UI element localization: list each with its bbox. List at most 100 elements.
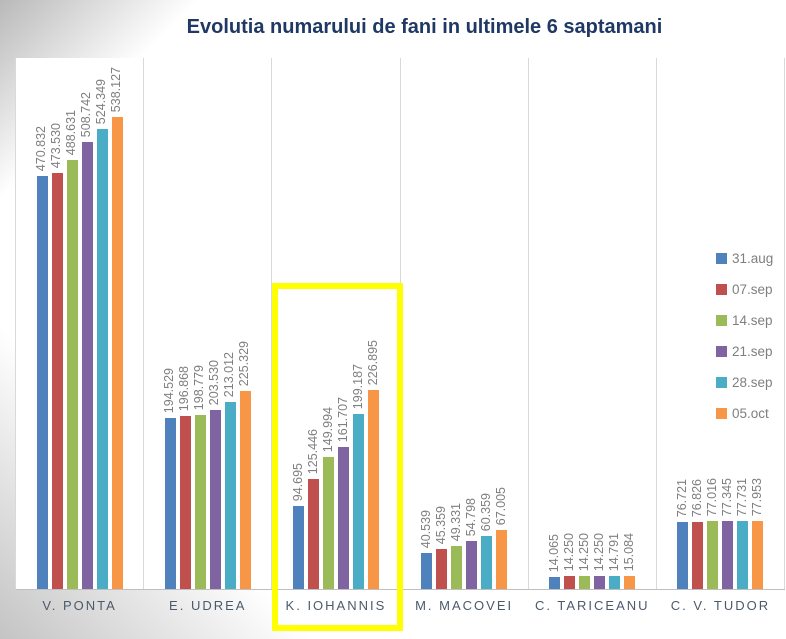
bar-value-label: 14.791: [606, 532, 621, 571]
bar-value-label: 225.329: [237, 340, 252, 386]
chart-title: Evolutia numarului de fani in ultimele 6…: [186, 16, 663, 38]
bar: [194, 415, 206, 589]
bar: [239, 391, 251, 589]
bar-value-label: 196.868: [177, 365, 192, 411]
legend-color-swatch: [716, 253, 727, 264]
bar-value-label: 488.631: [64, 109, 79, 155]
bar-value-label: 77.731: [735, 477, 750, 516]
bar-wrap: 77.016: [705, 58, 720, 589]
legend-label: 07.sep: [732, 282, 773, 297]
plot-area: 470.832 473.530 488.631 508.742 524.349 538.1…: [15, 58, 786, 613]
legend-item: 21.sep: [716, 344, 773, 359]
bar-value-label: 14.065: [546, 533, 561, 572]
bar: [209, 410, 221, 589]
bar-wrap: 14.065: [546, 58, 561, 589]
bar-value-label: 203.530: [207, 359, 222, 405]
bar: [436, 549, 448, 589]
category-group: 194.529 196.868 198.779 203.530 213.012 225.3…: [144, 58, 273, 613]
bar: [352, 414, 364, 589]
bar-wrap: 40.539: [418, 58, 433, 589]
bar-wrap: 199.187: [351, 58, 365, 589]
bar-value-label: 14.250: [561, 532, 576, 571]
bar-value-label: 194.529: [162, 367, 177, 413]
bar-wrap: 54.798: [463, 58, 478, 589]
bar: [66, 160, 78, 589]
legend-label: 31.aug: [732, 251, 774, 266]
bar-value-label: 54.798: [463, 497, 478, 536]
bar: [36, 176, 48, 589]
bar-cluster: 194.529 196.868 198.779 203.530 213.012 225.3…: [144, 58, 271, 589]
bar-wrap: 473.530: [49, 58, 63, 589]
category-group: 94.695 125.446 149.994 161.707 199.187 226.89…: [272, 58, 401, 613]
bar-value-label: 45.359: [433, 505, 448, 544]
bar-value-label: 14.250: [576, 532, 591, 571]
bar-value-label: 40.539: [418, 509, 433, 548]
bar-wrap: 14.791: [606, 58, 621, 589]
legend-item: 14.sep: [716, 313, 773, 328]
legend-item: 31.aug: [716, 251, 773, 266]
bar-wrap: 196.868: [177, 58, 192, 589]
bar-cluster: 40.539 45.359 49.331 54.798 60.359 67.005: [401, 58, 528, 589]
legend: 31.aug 07.sep 14.sep 21.sep 28.sep 05.oct: [716, 251, 773, 421]
legend-item: 05.oct: [716, 406, 773, 421]
bar: [677, 522, 689, 589]
bar-wrap: 45.359: [433, 58, 448, 589]
category-group: 40.539 45.359 49.331 54.798 60.359 67.005 M. M…: [401, 58, 529, 613]
bar-value-label: 161.707: [335, 396, 350, 442]
bar-wrap: 77.731: [735, 58, 750, 589]
category-label: C. V. TUDOR: [670, 598, 771, 613]
legend-color-swatch: [716, 315, 727, 326]
bar-wrap: 508.742: [79, 58, 94, 589]
bar-wrap: 76.721: [675, 58, 690, 589]
bar-wrap: 15.084: [621, 58, 636, 589]
bar-cluster: 94.695 125.446 149.994 161.707 199.187 226.89…: [272, 58, 399, 589]
bar-wrap: 77.953: [750, 58, 765, 589]
bar: [164, 418, 176, 589]
bar-wrap: 213.012: [222, 58, 236, 589]
bar: [609, 576, 621, 589]
bar: [111, 117, 123, 589]
bar: [579, 576, 591, 589]
bar-wrap: 60.359: [479, 58, 493, 589]
legend-label: 28.sep: [732, 375, 773, 390]
bar-wrap: 149.994: [321, 58, 335, 589]
bar-wrap: 94.695: [291, 58, 305, 589]
bar-value-label: 77.953: [750, 477, 765, 516]
category-label: E. UDREA: [169, 598, 247, 613]
bar-value-label: 77.016: [705, 477, 720, 516]
bar-value-label: 125.446: [305, 428, 320, 474]
legend-color-swatch: [716, 377, 727, 388]
bar: [466, 541, 478, 589]
category-label: M. MACOVEI: [415, 598, 514, 613]
legend-item: 28.sep: [716, 375, 773, 390]
bar-value-label: 15.084: [621, 532, 636, 571]
bar-wrap: 198.779: [192, 58, 207, 589]
bar-value-label: 49.331: [448, 502, 463, 541]
bar-value-label: 538.127: [109, 66, 124, 112]
bar-wrap: 14.250: [576, 58, 591, 589]
category-label: C. TARICEANU: [535, 598, 650, 613]
bar: [292, 506, 304, 589]
bar-cluster: 14.065 14.250 14.250 14.250 14.791 15.084: [529, 58, 656, 589]
bar-wrap: 538.127: [109, 58, 124, 589]
bar-wrap: 161.707: [335, 58, 350, 589]
bar-wrap: 470.832: [34, 58, 48, 589]
bar: [307, 479, 319, 589]
bar-value-label: 198.779: [192, 364, 207, 410]
bar: [367, 390, 379, 589]
bar-wrap: 225.329: [237, 58, 252, 589]
legend-item: 07.sep: [716, 282, 773, 297]
bar-wrap: 226.895: [365, 58, 380, 589]
bar-wrap: 125.446: [305, 58, 320, 589]
bar-wrap: 14.250: [561, 58, 576, 589]
bar: [421, 553, 433, 589]
bar: [707, 521, 719, 589]
bar-value-label: 226.895: [365, 339, 380, 385]
category-group: 14.065 14.250 14.250 14.250 14.791 15.084 C. T…: [529, 58, 657, 613]
bar-value-label: 76.721: [675, 478, 690, 517]
bar-value-label: 508.742: [79, 91, 94, 137]
bar-cluster: 470.832 473.530 488.631 508.742 524.349 538.1…: [16, 58, 143, 589]
bar-value-label: 524.349: [94, 78, 109, 124]
bar-value-label: 77.345: [720, 477, 735, 516]
